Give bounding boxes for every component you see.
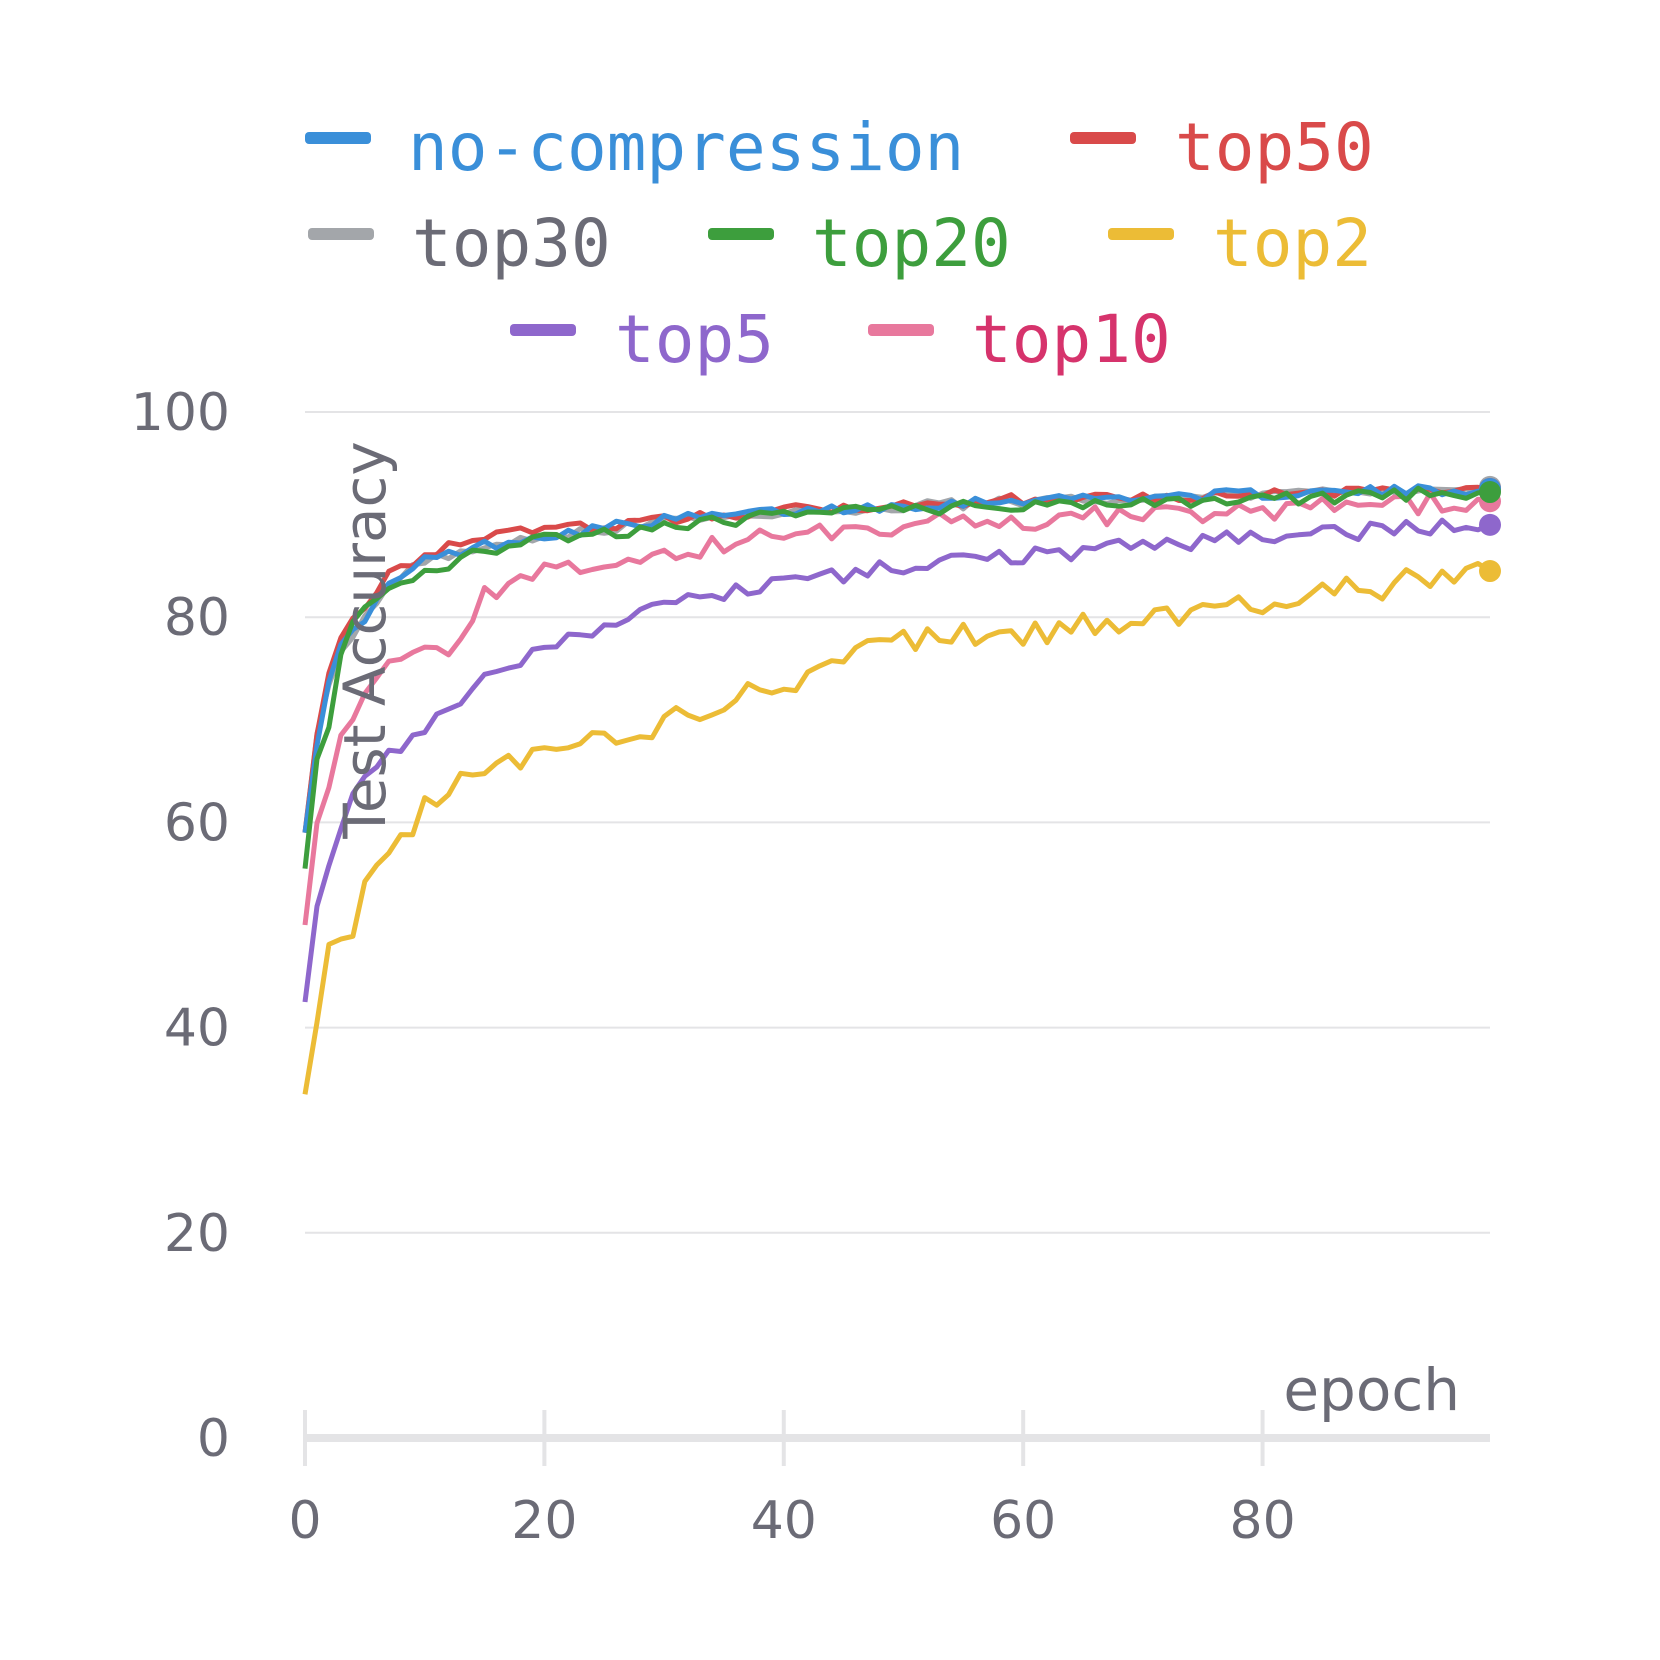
legend-swatch-top10 [868, 324, 934, 336]
series-line-top10 [302, 490, 1491, 926]
x-axis: 0 20 40 60 80 [288, 1410, 1490, 1551]
legend-label-top2: top2 [1213, 205, 1372, 282]
x-axis-label: epoch [1283, 1356, 1460, 1424]
series-line-top2 [302, 561, 1492, 1095]
y-tick-label-100: 100 [131, 383, 230, 443]
series-end-marker-top20 [1479, 481, 1501, 504]
legend-label-top50: top50 [1175, 109, 1374, 186]
x-tick-label-0: 0 [288, 1491, 321, 1551]
legend-swatch-top20 [708, 228, 774, 240]
x-tick-label-40: 40 [751, 1491, 817, 1551]
series-end-marker-top5 [1479, 513, 1501, 536]
legend-label-top5: top5 [615, 301, 774, 378]
legend-swatch-top50 [1070, 132, 1136, 144]
legend-swatch-top30 [308, 228, 374, 240]
y-axis-ticks: 0 20 40 60 80 100 [131, 383, 230, 1469]
y-tick-label-80: 80 [164, 588, 230, 648]
legend-swatch-top2 [1108, 228, 1174, 240]
legend-swatch-no-compression [305, 132, 371, 144]
legend-label-top30: top30 [412, 205, 611, 282]
series-end-marker-top2 [1479, 560, 1501, 583]
legend-label-top20: top20 [812, 205, 1011, 282]
series-line-top50 [302, 484, 1491, 834]
y-tick-label-60: 60 [164, 793, 230, 853]
series-line-top20 [302, 485, 1491, 869]
legend-label-no-compression: no-compression [408, 109, 964, 186]
legend: no-compression top50 top30 top20 top2 top5 top… [305, 109, 1374, 378]
grid [305, 411, 1490, 1234]
y-tick-label-40: 40 [164, 999, 230, 1059]
legend-swatch-top5 [510, 324, 576, 336]
y-axis-label: Test Accuracy [331, 441, 399, 839]
x-tick-label-80: 80 [1229, 1491, 1295, 1551]
series-lines [302, 475, 1501, 1095]
x-tick-label-20: 20 [511, 1491, 577, 1551]
y-tick-label-0: 0 [197, 1409, 230, 1469]
series-line-top5 [302, 517, 1491, 1003]
y-tick-label-20: 20 [164, 1204, 230, 1264]
legend-label-top10: top10 [972, 301, 1171, 378]
x-tick-label-60: 60 [990, 1491, 1056, 1551]
